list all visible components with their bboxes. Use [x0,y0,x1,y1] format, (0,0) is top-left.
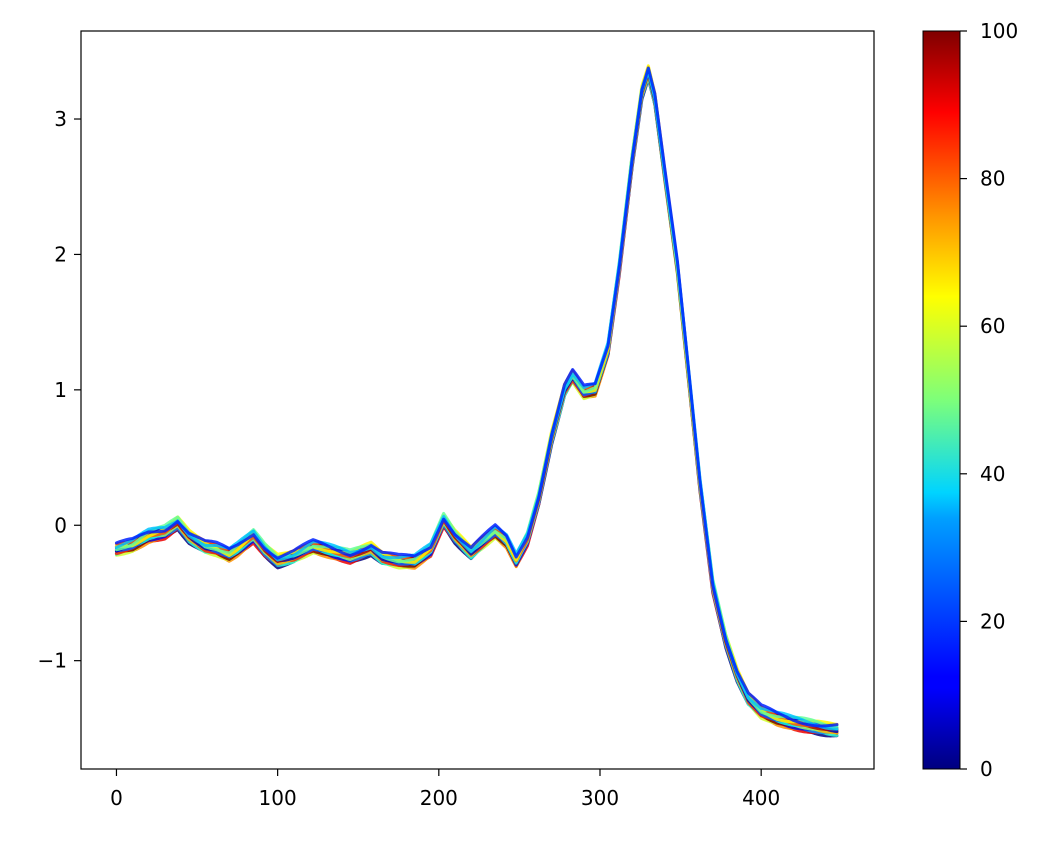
colorbar-tick-label: 60 [980,314,1005,338]
y-tick-label: 3 [54,107,67,131]
curve-group [114,64,839,738]
data-curve [114,66,839,728]
colorbar-gradient [922,30,961,770]
colorbar-tick-label: 20 [980,609,1005,633]
x-tick-label: 400 [742,786,780,810]
colorbar-tick-label: 0 [980,757,993,781]
colorbar: 0 20 40 60 80 100 [922,19,1018,781]
y-tick-label: 2 [54,242,67,266]
y-axis: −1 0 1 2 3 [38,107,81,673]
plot-background [81,31,874,769]
x-tick-label: 300 [581,786,619,810]
plot-frame [80,30,875,770]
x-tick-label: 100 [259,786,297,810]
x-tick-label: 0 [110,786,123,810]
x-axis: 0 100 200 300 400 [110,769,780,810]
y-tick-label: −1 [38,649,67,673]
colorbar-tick-label: 100 [980,19,1018,43]
y-tick-label: 1 [54,378,67,402]
x-tick-label: 200 [420,786,458,810]
colorbar-tick-label: 40 [980,462,1005,486]
colorbar-ticks: 0 20 40 60 80 100 [960,19,1018,781]
y-tick-label: 0 [54,513,67,537]
colorbar-tick-label: 80 [980,167,1005,191]
